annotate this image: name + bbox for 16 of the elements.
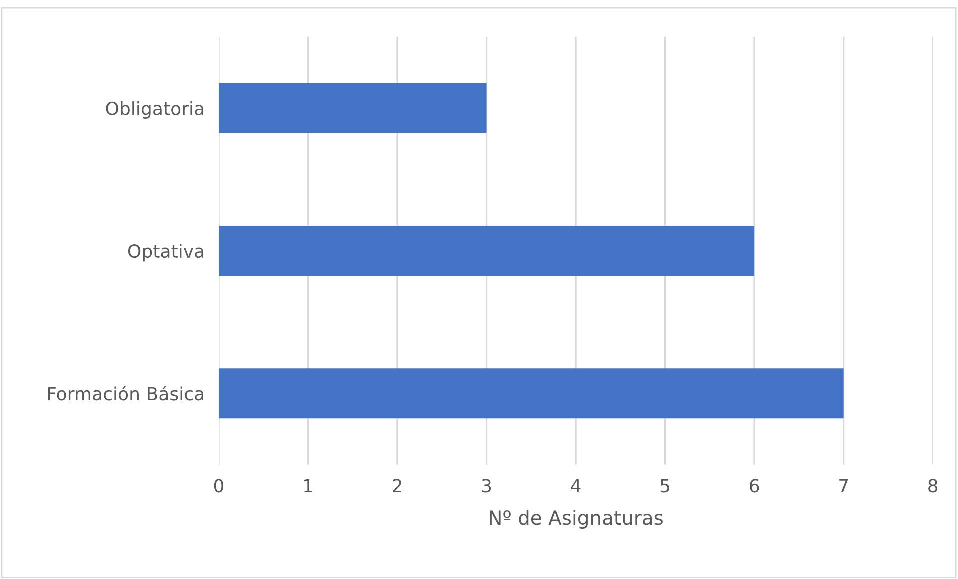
x-axis-title: Nº de Asignaturas (490, 510, 663, 530)
x-tick-label: 0 (214, 479, 224, 493)
x-tick-label: 5 (660, 479, 670, 493)
x-tick-label: 4 (571, 479, 581, 493)
bar (219, 226, 755, 276)
x-tick-label: 8 (928, 479, 938, 493)
y-tick-label: Formación Básica (48, 386, 204, 401)
y-tick-label: Optativa (128, 244, 204, 262)
x-tick-label: 6 (750, 479, 760, 493)
y-tick-label: Obligatoria (106, 102, 204, 119)
x-tick-label: 3 (482, 479, 492, 493)
x-tick-label: 2 (393, 479, 402, 493)
x-tick-label: 7 (840, 479, 848, 493)
bar (219, 83, 487, 134)
bar (219, 368, 844, 419)
x-tick-label: 1 (304, 479, 312, 493)
